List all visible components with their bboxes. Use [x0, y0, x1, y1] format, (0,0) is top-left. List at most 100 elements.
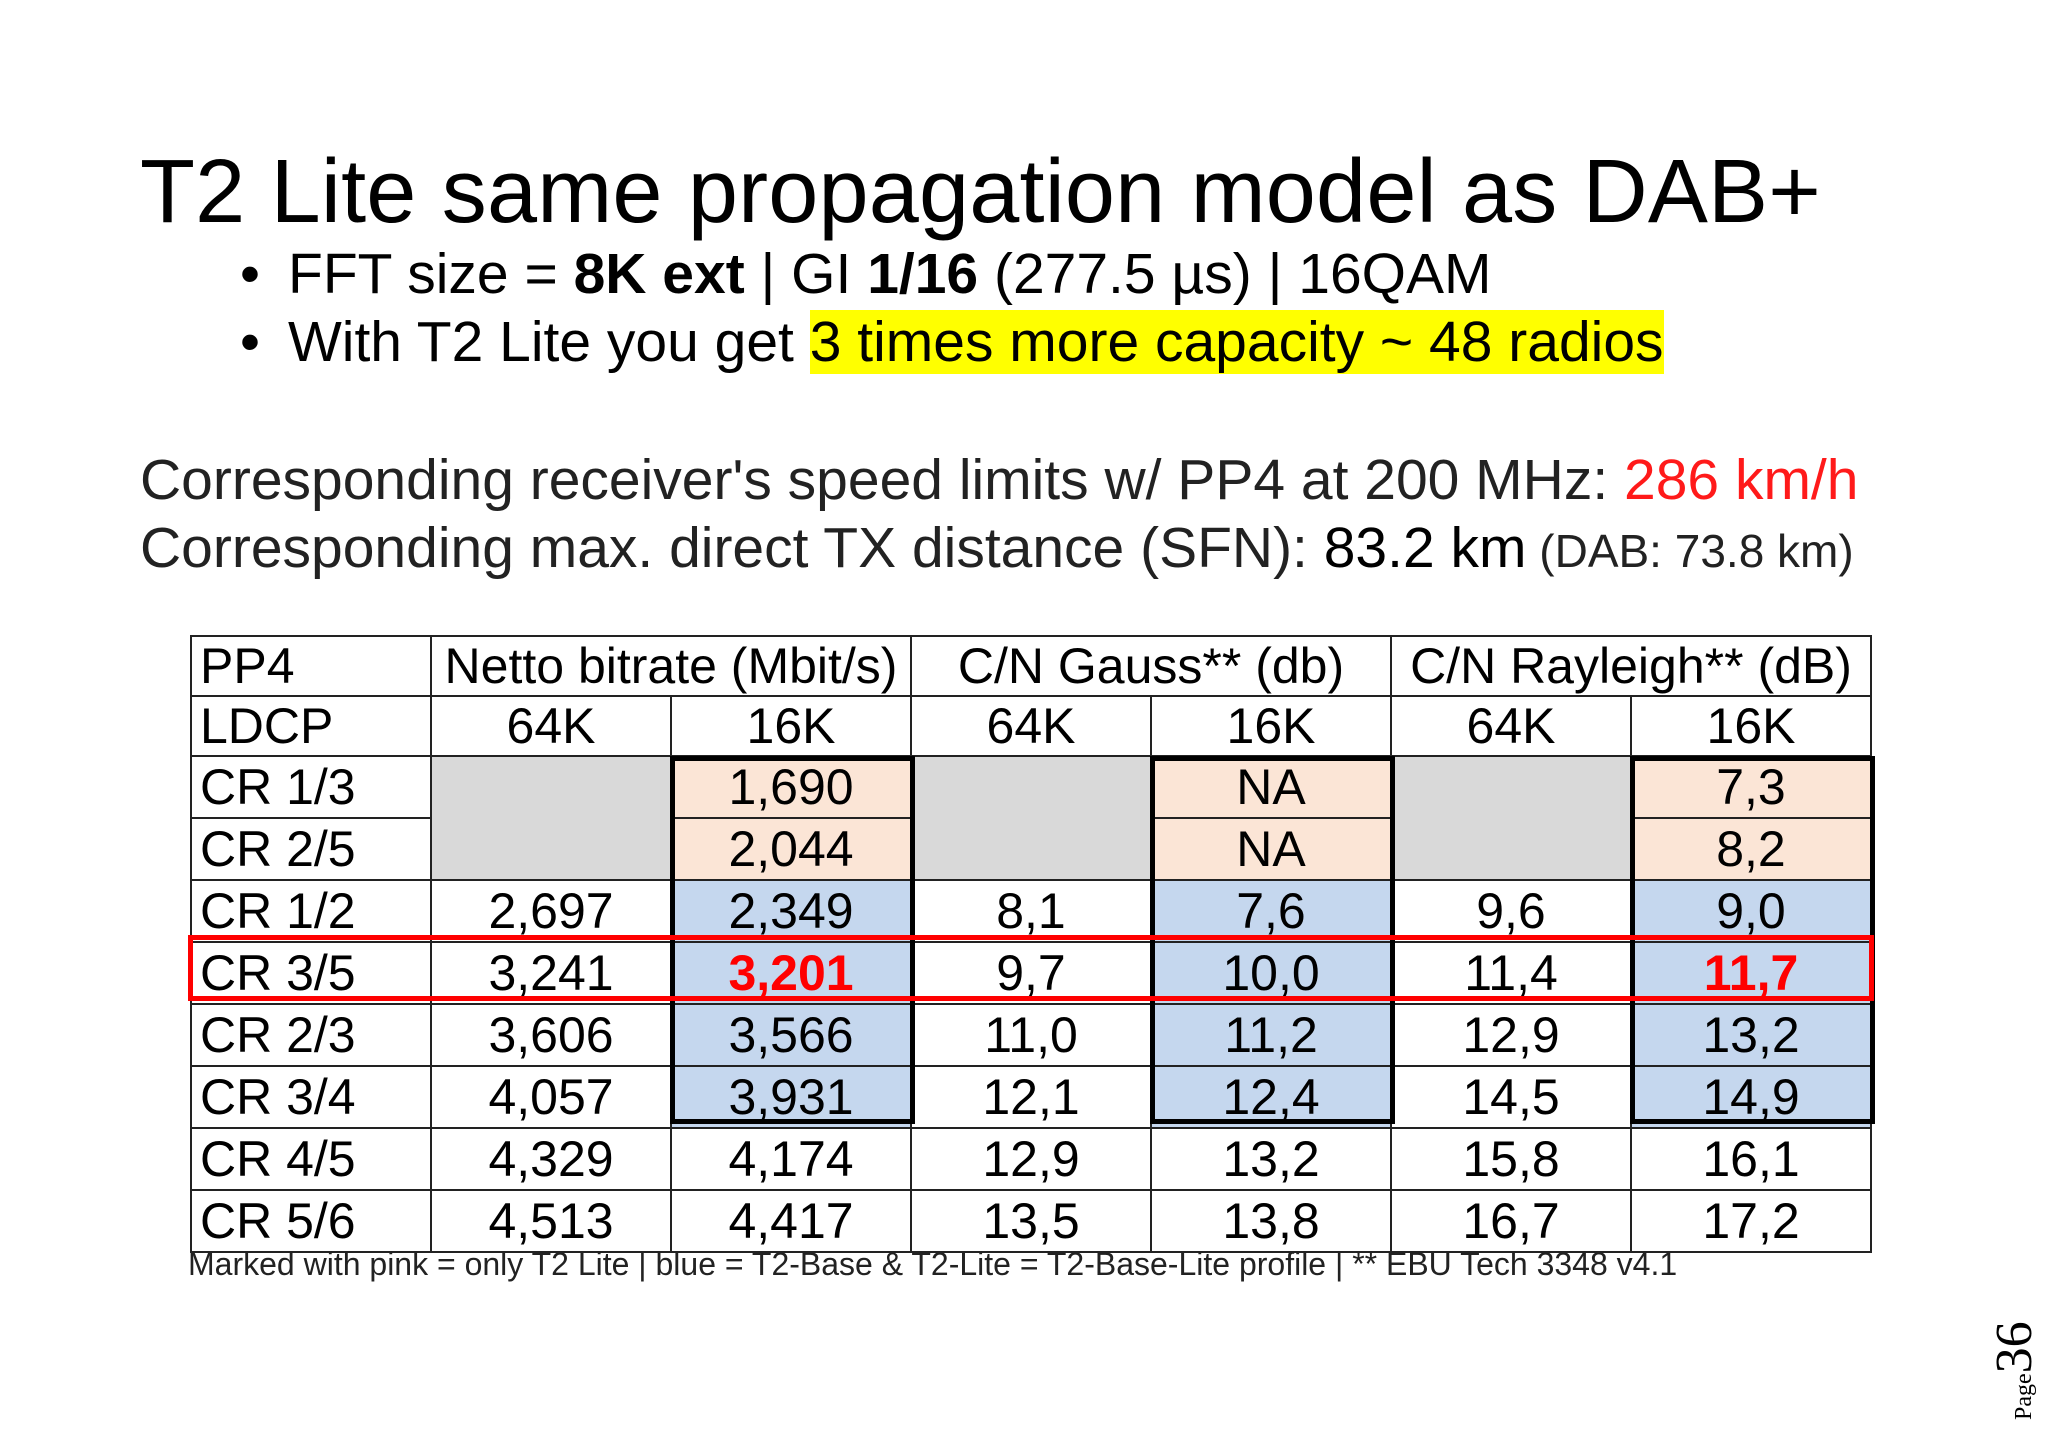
- table-cell: 2,697: [430, 879, 672, 943]
- speed-limit-line: Corresponding receiver's speed limits w/…: [140, 446, 1858, 514]
- table-header-cell: 16K: [670, 695, 912, 757]
- table-cell: 13,8: [1150, 1189, 1392, 1253]
- table-header-cell: PP4: [190, 635, 432, 697]
- tx-distance-line: Corresponding max. direct TX distance (S…: [140, 514, 1858, 585]
- table-cell-empty: [910, 755, 1152, 881]
- table-cell: 14,9: [1630, 1065, 1872, 1129]
- table-header-cell: 64K: [910, 695, 1152, 757]
- bullet-capacity-text: With T2 Lite you get: [288, 310, 810, 374]
- table-row: CR 2/5 2,044 NA 8,2: [190, 817, 1872, 881]
- bullet-fft-text-3: (277.5 µs) | 16QAM: [978, 242, 1492, 306]
- table-cell: 9,6: [1390, 879, 1632, 943]
- bullet-dot-icon: •: [240, 310, 260, 374]
- table-cell: 15,8: [1390, 1127, 1632, 1191]
- table-cell: 4,174: [670, 1127, 912, 1191]
- table-row-label: CR 5/6: [190, 1189, 432, 1253]
- table-cell: 7,6: [1150, 879, 1392, 943]
- bullet-fft: • FFT size = 8K ext | GI 1/16 (277.5 µs) …: [240, 240, 1664, 308]
- table-header-cell: 64K: [1390, 695, 1632, 757]
- table-cell: 10,0: [1150, 941, 1392, 1005]
- table-cell: NA: [1150, 817, 1392, 881]
- bullet-fft-value: 8K ext: [573, 242, 745, 306]
- table-header-cell: 16K: [1150, 695, 1392, 757]
- table-row-label: CR 3/5: [190, 941, 432, 1005]
- table-cell: 17,2: [1630, 1189, 1872, 1253]
- table-cell: 1,690: [670, 755, 912, 819]
- table-cell: 2,044: [670, 817, 912, 881]
- table-cell-emphasis: 11,7: [1630, 941, 1872, 1005]
- page-label: Page: [2011, 1373, 2037, 1420]
- table-cell: 12,1: [910, 1065, 1152, 1129]
- table-row: CR 5/6 4,513 4,417 13,5 13,8 16,7 17,2: [190, 1189, 1872, 1253]
- table-cell: 11,2: [1150, 1003, 1392, 1067]
- table-header-cell: 64K: [430, 695, 672, 757]
- page-number: Page36: [1985, 1321, 2044, 1420]
- table-header-cell: 16K: [1630, 695, 1872, 757]
- table-cell-empty: [430, 755, 672, 881]
- bullet-gi-value: 1/16: [867, 242, 979, 306]
- table-cell: 4,057: [430, 1065, 672, 1129]
- speed-limit-value: 286 km/h: [1624, 448, 1859, 512]
- table-cell: 14,5: [1390, 1065, 1632, 1129]
- table-row: CR 4/5 4,329 4,174 12,9 13,2 15,8 16,1: [190, 1127, 1872, 1191]
- info-block: Corresponding receiver's speed limits w/…: [140, 446, 1858, 585]
- bullet-fft-text-1: FFT size =: [288, 242, 574, 306]
- table-cell-emphasis: 3,201: [670, 941, 912, 1005]
- table-header-cell: C/N Rayleigh** (dB): [1390, 635, 1872, 697]
- speed-limit-label: Corresponding receiver's speed limits w/…: [140, 448, 1625, 512]
- table-cell: 9,7: [910, 941, 1152, 1005]
- table-cell: 8,2: [1630, 817, 1872, 881]
- table-cell: 13,2: [1150, 1127, 1392, 1191]
- table-cell: 2,349: [670, 879, 912, 943]
- table-cell: 16,1: [1630, 1127, 1872, 1191]
- table-header-row: PP4 Netto bitrate (Mbit/s) C/N Gauss** (…: [190, 635, 1872, 697]
- table-cell: 11,0: [910, 1003, 1152, 1067]
- table-cell-empty: [1390, 755, 1632, 881]
- bullet-fft-text-2: | GI: [744, 242, 868, 306]
- table-header-cell: C/N Gauss** (db): [910, 635, 1392, 697]
- table-cell: 4,329: [430, 1127, 672, 1191]
- table-row-label: CR 1/2: [190, 879, 432, 943]
- table-row: CR 1/2 2,697 2,349 8,1 7,6 9,6 9,0: [190, 879, 1872, 943]
- table-header-cell: Netto bitrate (Mbit/s): [430, 635, 912, 697]
- table-cell: 12,9: [910, 1127, 1152, 1191]
- page-number-value: 36: [1986, 1321, 2043, 1374]
- table-cell: 16,7: [1390, 1189, 1632, 1253]
- bullet-dot-icon: •: [240, 242, 260, 306]
- table-cell: 4,513: [430, 1189, 672, 1253]
- table-row: CR 1/3 1,690 NA 7,3: [190, 755, 1872, 881]
- tx-distance-label: Corresponding max. direct TX distance (S…: [140, 516, 1324, 580]
- table-row-label: CR 1/3: [190, 755, 432, 819]
- table-cell: 3,566: [670, 1003, 912, 1067]
- table-cell: 12,9: [1390, 1003, 1632, 1067]
- table-cell: 7,3: [1630, 755, 1872, 819]
- bullet-capacity: • With T2 Lite you get 3 times more capac…: [240, 308, 1664, 376]
- table-cell: 3,241: [430, 941, 672, 1005]
- tx-distance-value: 83.2 km: [1323, 516, 1527, 580]
- table-subheader-row: LDCP 64K 16K 64K 16K 64K 16K: [190, 695, 1872, 757]
- table-cell: 13,5: [910, 1189, 1152, 1253]
- table-row: CR 3/4 4,057 3,931 12,1 12,4 14,5 14,9: [190, 1065, 1872, 1129]
- table-cell: 13,2: [1630, 1003, 1872, 1067]
- table-cell: NA: [1150, 755, 1392, 819]
- table-cell: 3,931: [670, 1065, 912, 1129]
- dab-distance-note: (DAB: 73.8 km): [1526, 525, 1854, 577]
- table-row-highlighted: CR 3/5 3,241 3,201 9,7 10,0 11,4 11,7: [190, 941, 1872, 1005]
- table-cell: 9,0: [1630, 879, 1872, 943]
- table-row-label: CR 2/5: [190, 817, 432, 881]
- table-cell: 8,1: [910, 879, 1152, 943]
- slide-title: T2 Lite same propagation model as DAB+: [140, 142, 1822, 242]
- table-footnote: Marked with pink = only T2 Lite | blue =…: [188, 1246, 1678, 1282]
- table-cell: 12,4: [1150, 1065, 1392, 1129]
- table-row-label: CR 3/4: [190, 1065, 432, 1129]
- table-cell: 3,606: [430, 1003, 672, 1067]
- table-row: CR 2/3 3,606 3,566 11,0 11,2 12,9 13,2: [190, 1003, 1872, 1067]
- table-cell: 4,417: [670, 1189, 912, 1253]
- table-header-cell: LDCP: [190, 695, 432, 757]
- capacity-table: PP4 Netto bitrate (Mbit/s) C/N Gauss** (…: [190, 635, 1872, 1253]
- bullet-list: • FFT size = 8K ext | GI 1/16 (277.5 µs) …: [240, 240, 1664, 376]
- table-row-label: CR 2/3: [190, 1003, 432, 1067]
- capacity-highlight: 3 times more capacity ~ 48 radios: [809, 310, 1664, 374]
- table-cell: 11,4: [1390, 941, 1632, 1005]
- table-row-label: CR 4/5: [190, 1127, 432, 1191]
